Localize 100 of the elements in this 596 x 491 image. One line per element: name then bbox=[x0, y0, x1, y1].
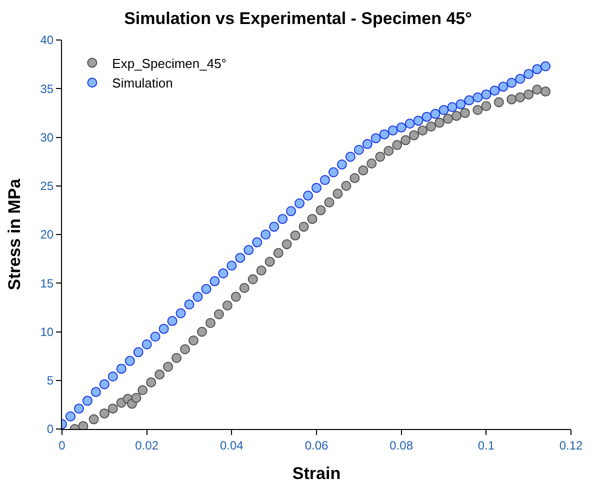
point bbox=[131, 392, 142, 403]
point bbox=[282, 239, 292, 250]
point bbox=[434, 118, 445, 128]
point bbox=[196, 326, 207, 337]
point bbox=[366, 158, 377, 169]
y-tick-label: 40 bbox=[40, 33, 54, 48]
point bbox=[205, 318, 216, 328]
point bbox=[172, 353, 182, 364]
y-tick-label: 0 bbox=[46, 422, 54, 436]
point bbox=[430, 108, 440, 119]
point bbox=[180, 344, 190, 354]
point bbox=[90, 387, 101, 398]
point bbox=[298, 222, 309, 232]
x-tick-label: 0.04 bbox=[220, 438, 244, 452]
point bbox=[201, 284, 212, 294]
point bbox=[379, 129, 390, 140]
point bbox=[540, 86, 551, 97]
x-tick-label: 0.02 bbox=[135, 438, 159, 452]
point bbox=[163, 362, 174, 372]
point bbox=[438, 105, 449, 116]
point bbox=[99, 379, 110, 390]
point bbox=[210, 276, 220, 286]
point bbox=[515, 92, 526, 102]
point bbox=[375, 152, 386, 162]
point bbox=[78, 421, 88, 429]
point bbox=[108, 371, 118, 382]
point bbox=[472, 92, 483, 102]
point bbox=[442, 114, 453, 124]
point bbox=[176, 308, 186, 318]
point bbox=[290, 230, 300, 240]
point bbox=[188, 336, 198, 346]
point bbox=[532, 84, 542, 95]
point bbox=[74, 404, 84, 414]
point bbox=[124, 356, 135, 366]
point bbox=[222, 300, 232, 310]
point bbox=[273, 248, 284, 258]
point bbox=[418, 125, 428, 136]
point bbox=[256, 265, 266, 276]
chart-title: Simulation vs Experimental - Specimen 45° bbox=[124, 9, 472, 28]
legend-label: Simulation bbox=[112, 76, 173, 91]
x-tick-label: 0.1 bbox=[478, 438, 495, 452]
point bbox=[362, 139, 372, 150]
point bbox=[472, 105, 483, 116]
point bbox=[447, 102, 458, 112]
point bbox=[481, 101, 492, 112]
point bbox=[524, 89, 534, 100]
point bbox=[494, 97, 504, 108]
point bbox=[99, 408, 110, 418]
point bbox=[252, 237, 262, 248]
point bbox=[506, 94, 517, 104]
x-tick-label: 0.12 bbox=[559, 438, 583, 452]
point bbox=[532, 64, 542, 74]
legend-label: Exp_Specimen_45° bbox=[112, 56, 227, 71]
y-tick-label: 15 bbox=[40, 276, 54, 290]
point bbox=[214, 309, 224, 320]
x-axis-title: Strain bbox=[292, 464, 341, 483]
point bbox=[490, 86, 500, 96]
point bbox=[358, 165, 368, 176]
point bbox=[312, 182, 322, 193]
point bbox=[150, 332, 160, 342]
point bbox=[456, 99, 466, 110]
point bbox=[404, 118, 415, 129]
point bbox=[154, 370, 165, 380]
point bbox=[116, 364, 126, 374]
point bbox=[320, 175, 330, 186]
y-axis-title: Stress in MPa bbox=[4, 178, 24, 290]
point bbox=[400, 135, 411, 146]
point bbox=[451, 110, 462, 121]
point bbox=[524, 69, 534, 80]
point bbox=[167, 316, 178, 326]
point bbox=[146, 377, 156, 388]
y-tick-label: 5 bbox=[46, 374, 54, 388]
point bbox=[392, 140, 402, 150]
point bbox=[218, 268, 228, 278]
point bbox=[230, 292, 241, 302]
point bbox=[303, 190, 314, 201]
y-tick-label: 35 bbox=[40, 82, 54, 96]
point bbox=[384, 146, 394, 156]
point bbox=[460, 108, 470, 118]
point bbox=[515, 74, 526, 84]
x-tick-label: 0.06 bbox=[304, 438, 328, 452]
point bbox=[108, 404, 118, 414]
point bbox=[184, 300, 194, 310]
point bbox=[345, 152, 356, 162]
point bbox=[324, 197, 334, 208]
point bbox=[307, 214, 318, 224]
point bbox=[142, 339, 152, 350]
point bbox=[422, 112, 432, 122]
y-tick-label: 30 bbox=[40, 130, 54, 144]
point bbox=[413, 116, 424, 126]
point bbox=[332, 188, 343, 199]
point bbox=[354, 144, 364, 155]
point bbox=[481, 89, 492, 100]
y-tick-label: 25 bbox=[40, 179, 54, 194]
point bbox=[260, 230, 271, 240]
point bbox=[226, 260, 237, 271]
point bbox=[278, 214, 288, 224]
point bbox=[409, 130, 420, 140]
point bbox=[235, 252, 246, 263]
point bbox=[336, 159, 347, 170]
